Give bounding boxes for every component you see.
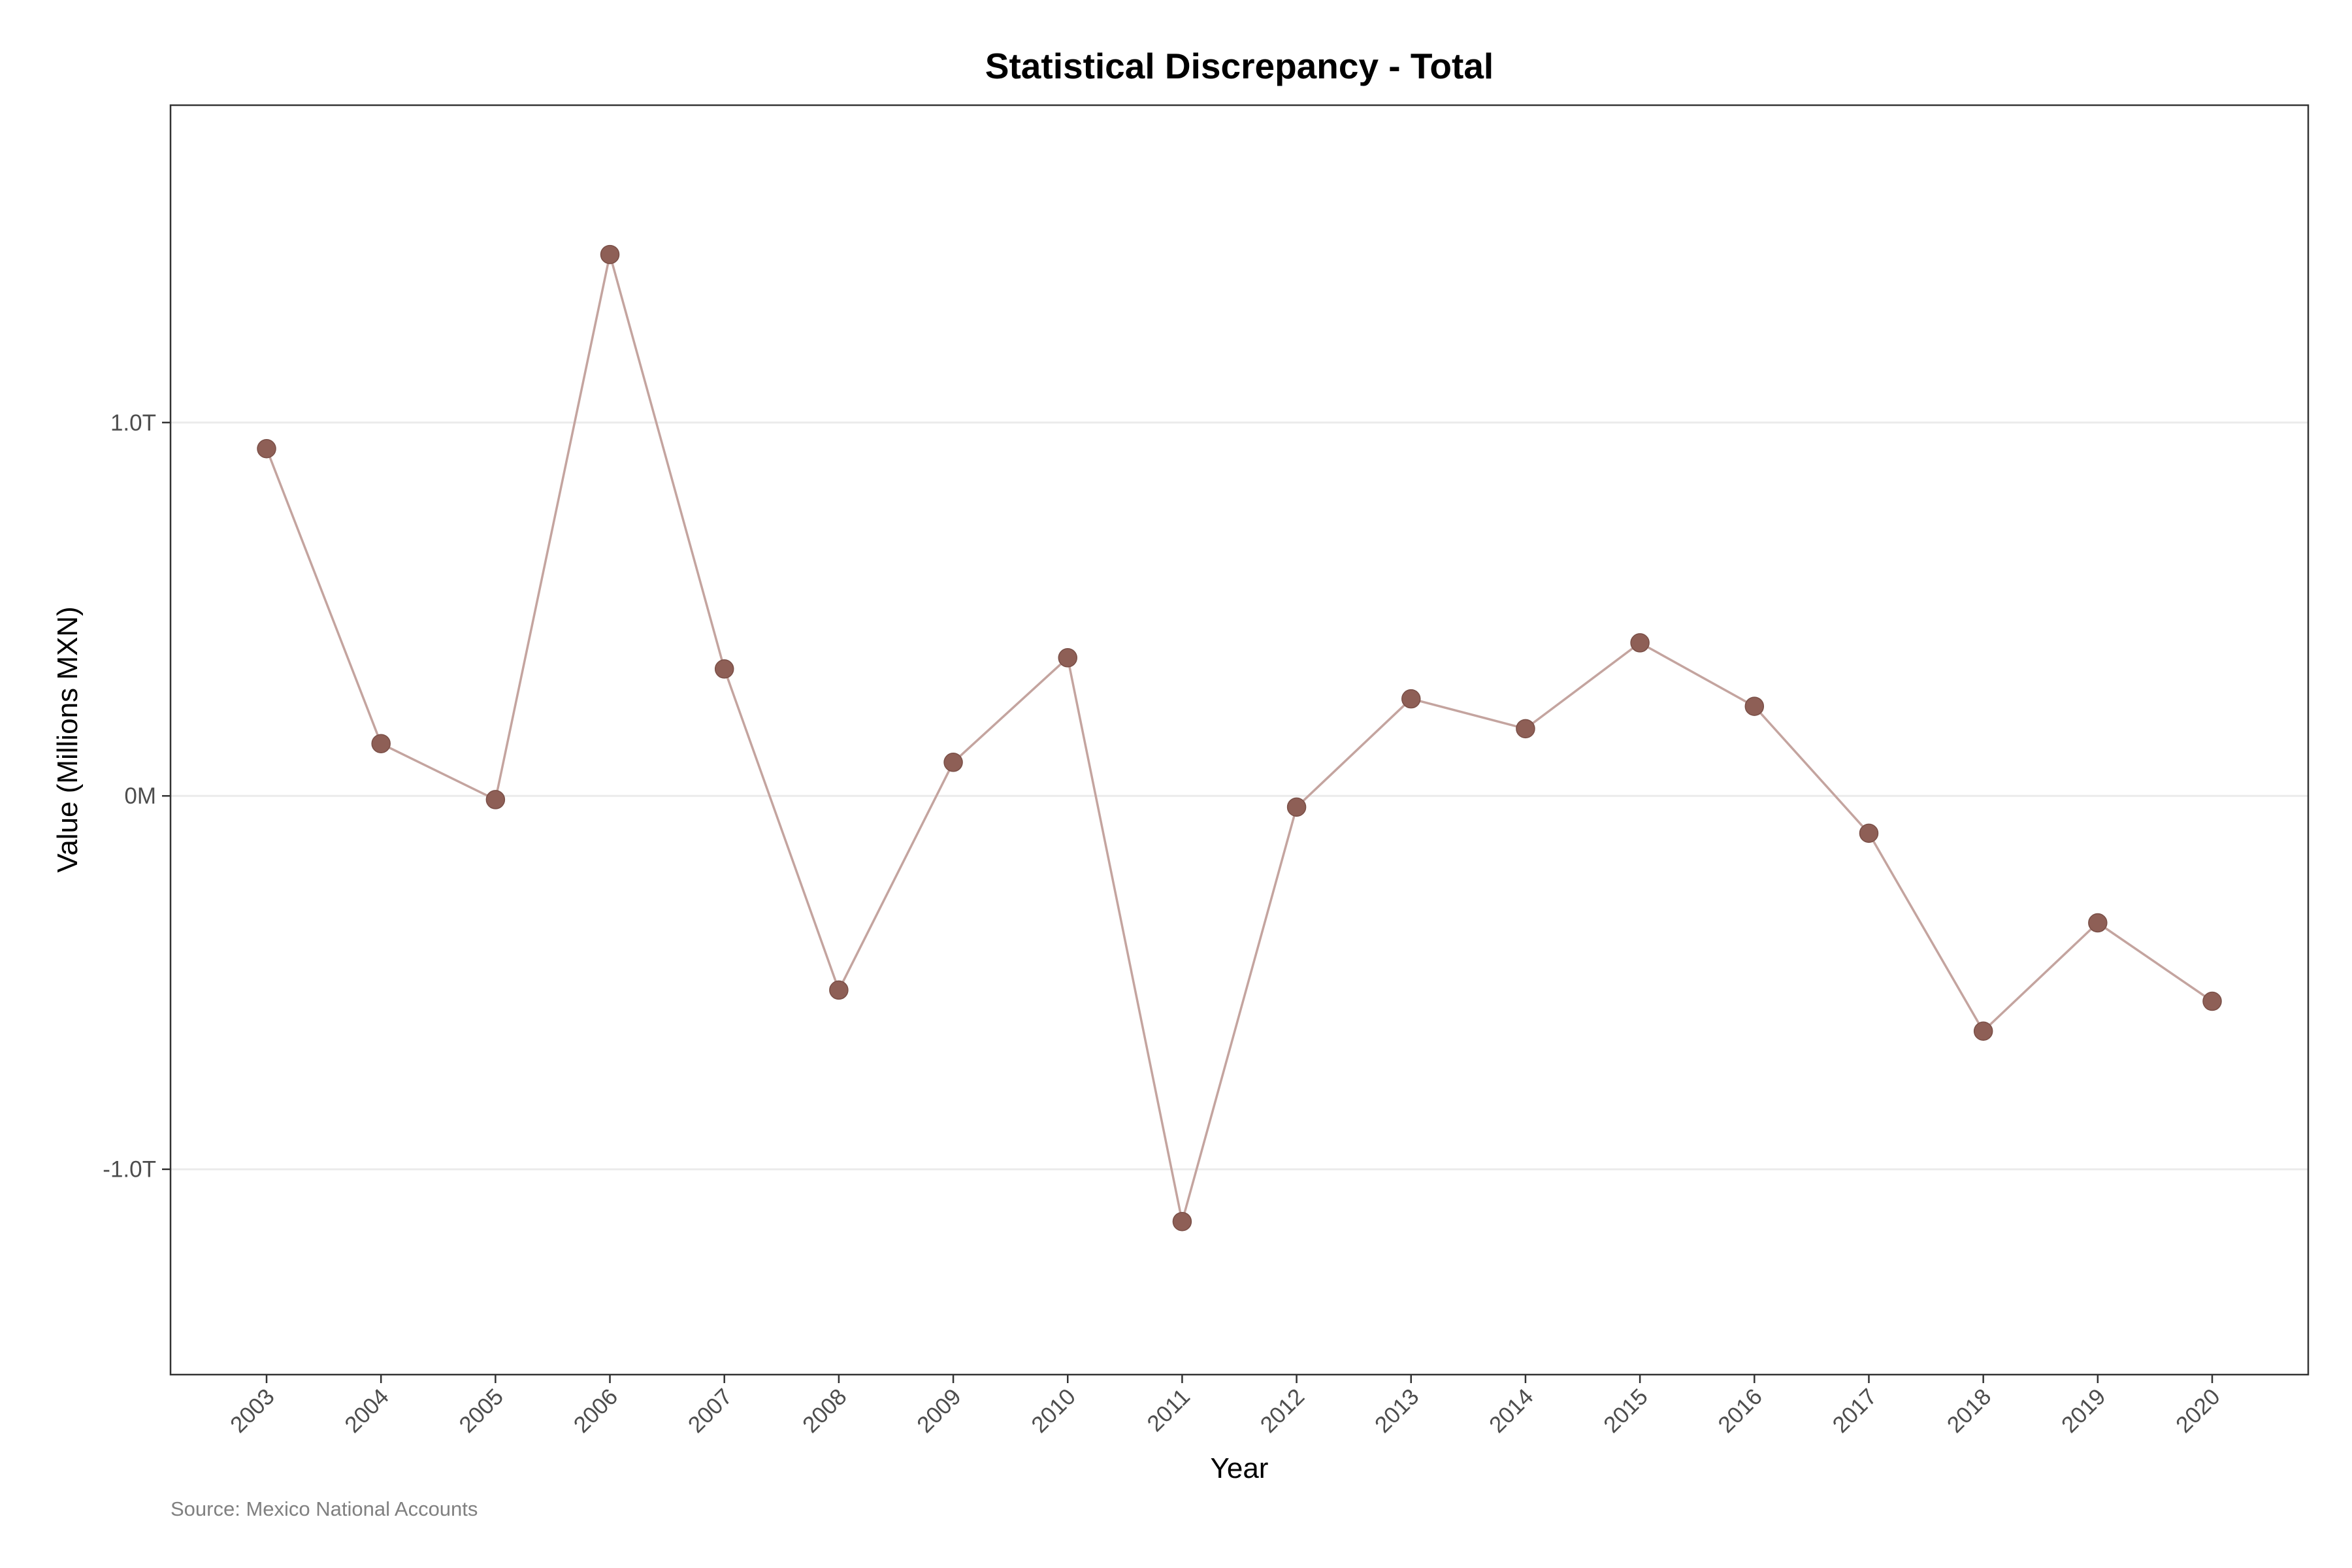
data-point-2007 (714, 659, 734, 679)
x-tick-label: 2018 (1942, 1384, 1997, 1438)
x-tick-label: 2010 (1026, 1384, 1081, 1438)
data-point-2016 (1744, 696, 1765, 716)
data-point-2018 (1973, 1021, 1993, 1041)
data-point-2014 (1516, 719, 1535, 739)
data-point-2019 (2088, 913, 2108, 933)
grid-lines (171, 421, 2308, 1171)
data-point-2005 (485, 790, 506, 809)
data-point-2017 (1859, 823, 1879, 843)
x-tick-label: 2014 (1484, 1384, 1539, 1438)
x-tick-label: 2009 (912, 1384, 966, 1438)
x-tick-label: 2007 (683, 1384, 738, 1438)
x-tick-label: 2008 (798, 1384, 852, 1438)
x-tick-label: 2013 (1370, 1384, 1424, 1438)
source-caption: Source: Mexico National Accounts (171, 1497, 478, 1520)
series-line (265, 254, 2213, 1222)
x-tick-label: 2020 (2171, 1384, 2225, 1438)
x-tick-label: 2011 (1142, 1384, 1195, 1437)
y-tick-label: 0M (124, 783, 156, 809)
x-tick-label: 2012 (1256, 1384, 1310, 1438)
data-point-2009 (943, 753, 963, 772)
x-tick-label: 2004 (340, 1384, 394, 1438)
series-line-layer (265, 254, 2213, 1222)
x-axis-title: Year (1211, 1452, 1269, 1484)
x-tick-label: 2005 (454, 1384, 508, 1438)
data-point-2004 (371, 734, 391, 753)
data-point-2006 (600, 244, 620, 265)
y-tick-label: -1.0T (103, 1157, 156, 1183)
data-points (257, 244, 2222, 1232)
data-point-2013 (1401, 689, 1421, 709)
x-tick-label: 2015 (1599, 1384, 1653, 1438)
x-tick-label: 2006 (569, 1384, 623, 1438)
y-tick-label: 1.0T (110, 410, 156, 436)
data-point-2010 (1058, 648, 1077, 668)
x-tick-label: 2017 (1827, 1384, 1882, 1438)
y-axis-title: Value (Millions MXN) (52, 606, 84, 873)
data-point-2015 (1630, 633, 1650, 653)
data-point-2020 (2202, 991, 2222, 1011)
data-point-2003 (257, 439, 276, 459)
data-point-2011 (1172, 1211, 1192, 1232)
x-tick-label: 2003 (225, 1384, 280, 1438)
y-axis: -1.0T 0M 1.0T (103, 410, 171, 1183)
data-point-2012 (1286, 797, 1307, 817)
data-point-2008 (829, 980, 849, 1000)
plot-panel-border (169, 104, 2310, 1376)
x-tick-label: 2019 (2057, 1384, 2111, 1438)
x-axis: 2003 2004 2005 2006 2007 2008 2009 2010 2011 2012… (225, 1375, 2225, 1438)
chart-title: Statistical Discrepancy - Total (985, 46, 1494, 86)
x-tick-label: 2016 (1713, 1384, 1767, 1438)
